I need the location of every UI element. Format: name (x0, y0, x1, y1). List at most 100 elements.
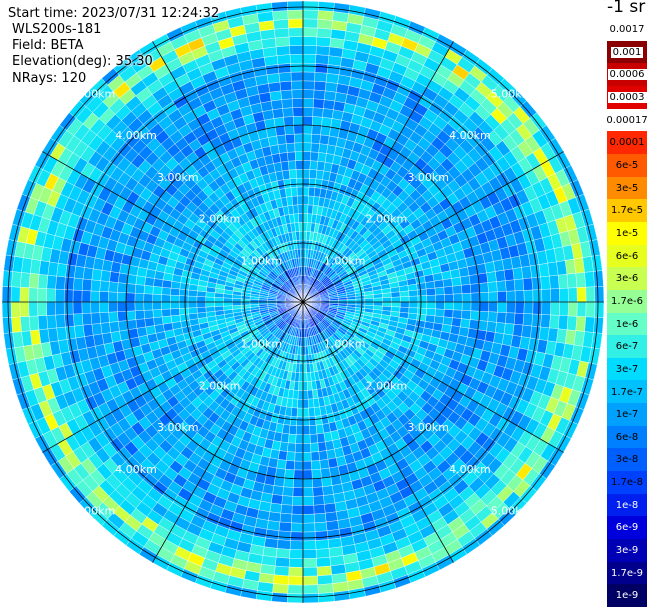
beta-cell (444, 293, 454, 303)
range-ring-label: 2.00km (366, 213, 408, 226)
beta-cell (223, 297, 233, 303)
beta-cell (161, 294, 171, 303)
beta-cell (299, 231, 304, 241)
beta-cell (318, 450, 329, 461)
beta-cell (178, 301, 189, 309)
beta-cell (326, 64, 341, 75)
beta-cell (109, 271, 120, 283)
beta-cell (302, 416, 310, 427)
beta-cell (285, 133, 295, 144)
beta-cell (289, 178, 298, 188)
beta-cell (302, 593, 319, 604)
beta-cell (318, 143, 329, 154)
beta-cell (373, 297, 383, 303)
beta-cell (320, 467, 331, 479)
beta-cell (280, 504, 293, 515)
beta-cell (453, 301, 463, 311)
beta-cell (265, 64, 280, 75)
beta-cell (125, 292, 136, 303)
colorbar-cell: 1e-8 (607, 493, 647, 517)
beta-cell (276, 45, 291, 56)
beta-cell (302, 558, 318, 568)
beta-cell (314, 72, 328, 83)
beta-cell (497, 291, 507, 303)
beta-cell (468, 274, 480, 285)
beta-cell (452, 285, 463, 295)
beta-cell (81, 301, 92, 314)
beta-cell (425, 280, 436, 290)
beta-cell (269, 502, 282, 514)
beta-cell (408, 301, 419, 309)
beta-cell (312, 486, 324, 497)
beta-cell (187, 307, 198, 315)
beta-cell (302, 363, 307, 373)
beta-cell (540, 275, 551, 290)
beta-cell (302, 531, 316, 542)
beta-cell (73, 277, 84, 291)
beta-cell (591, 332, 603, 350)
range-ring-label: 2.00km (366, 379, 408, 392)
beta-cell (302, 399, 309, 409)
beta-cell (317, 19, 333, 30)
beta-cell (514, 301, 525, 314)
beta-cell (284, 187, 293, 198)
beta-cell (320, 125, 331, 137)
beta-cell (308, 416, 317, 426)
beta-cell (306, 372, 312, 382)
beta-cell (452, 309, 463, 319)
beta-cell (269, 144, 280, 156)
beta-cell (503, 323, 515, 336)
beta-cell (417, 307, 427, 316)
beta-cell (313, 513, 327, 524)
beta-cell (505, 312, 516, 325)
beta-cell (307, 389, 314, 400)
range-ring-label: 1.00km (324, 254, 366, 267)
beta-cell (487, 311, 498, 323)
range-ring-label: 1.00km (241, 338, 283, 351)
beta-cell (126, 310, 136, 321)
beta-cell (408, 295, 419, 303)
beta-cell (460, 275, 471, 286)
beta-cell (390, 291, 401, 298)
beta-cell (170, 314, 181, 324)
beta-cell (549, 275, 560, 290)
beta-cell (99, 301, 109, 313)
beta-cell (451, 276, 462, 287)
beta-cell (28, 301, 39, 317)
beta-cell (408, 307, 419, 315)
beta-cell (302, 54, 317, 64)
beta-cell (364, 294, 374, 299)
beta-cell (333, 2, 351, 14)
beta-cell (461, 310, 472, 320)
beta-cell (417, 288, 427, 297)
beta-cell (442, 316, 453, 326)
beta-cell (292, 107, 304, 117)
beta-cell (302, 62, 316, 73)
beta-cell (302, 222, 308, 232)
beta-cell (153, 316, 164, 326)
beta-cell (288, 566, 304, 577)
beta-cell (302, 9, 319, 20)
beta-cell (479, 292, 490, 303)
beta-cell (81, 278, 92, 292)
beta-cell (281, 98, 293, 109)
beta-cell (293, 469, 304, 480)
beta-cell (309, 169, 318, 179)
beta-cell (287, 0, 304, 11)
beta-cell (576, 301, 587, 317)
beta-cell (134, 301, 145, 311)
range-ring-label: 3.00km (157, 421, 199, 434)
beta-cell (307, 381, 313, 391)
beta-cell (382, 301, 392, 307)
beta-cell (314, 530, 329, 541)
beta-cell (170, 287, 180, 296)
beta-cell (399, 290, 410, 298)
beta-cell (249, 301, 259, 305)
colorbar-cell: 0.0001 (607, 131, 647, 155)
range-ring-label: 5.00km (74, 87, 116, 100)
beta-cell (196, 306, 207, 314)
colorbar-unit-label: -1 sr (607, 0, 646, 17)
colorbar-cell: 6e-8 (607, 425, 647, 449)
beta-cell (318, 1, 335, 12)
beta-cell (506, 301, 516, 314)
